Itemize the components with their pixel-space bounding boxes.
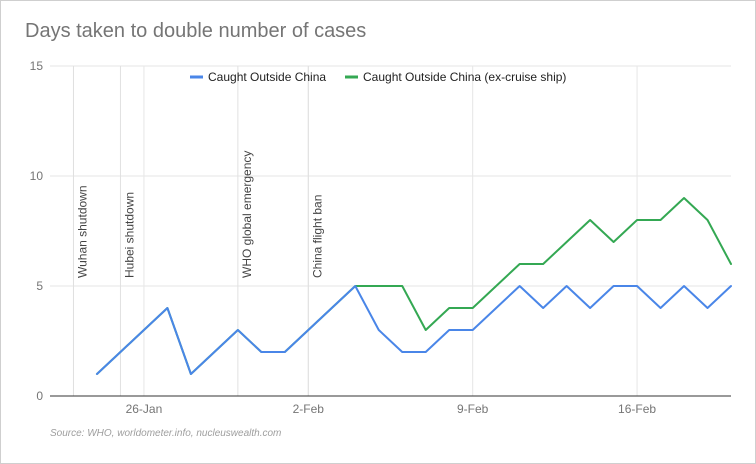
legend: Caught Outside China Caught Outside China… bbox=[190, 70, 566, 84]
chart-title: Days taken to double number of cases bbox=[25, 20, 367, 42]
x-tick-label: 9-Feb bbox=[457, 402, 489, 416]
annotation-label: Wuhan shutdown bbox=[75, 185, 89, 278]
y-tick-label: 5 bbox=[36, 279, 43, 293]
x-tick-label: 26-Jan bbox=[126, 402, 163, 416]
series-line-1 bbox=[95, 285, 732, 375]
legend-label: Caught Outside China (ex-cruise ship) bbox=[363, 70, 566, 84]
legend-label: Caught Outside China bbox=[208, 70, 326, 84]
grid-lines bbox=[50, 65, 731, 396]
annotation-label: China flight ban bbox=[310, 195, 324, 278]
series-lines bbox=[95, 197, 732, 375]
chart-source: Source: WHO, worldometer.info, nucleuswe… bbox=[50, 428, 282, 439]
x-tick-label: 2-Feb bbox=[293, 402, 325, 416]
annotation-label: Hubei shutdown bbox=[122, 192, 136, 278]
annotation-lines: Wuhan shutdown Hubei shutdown WHO global e… bbox=[72, 66, 324, 396]
y-tick-label: 15 bbox=[30, 59, 44, 73]
axes: 0 5 10 15 26-Jan 2-Feb 9-Feb 16-Feb bbox=[30, 59, 731, 416]
x-tick-label: 16-Feb bbox=[618, 402, 656, 416]
y-tick-label: 0 bbox=[36, 389, 43, 403]
annotation-label: WHO global emergency bbox=[240, 151, 254, 278]
y-tick-label: 10 bbox=[30, 169, 44, 183]
